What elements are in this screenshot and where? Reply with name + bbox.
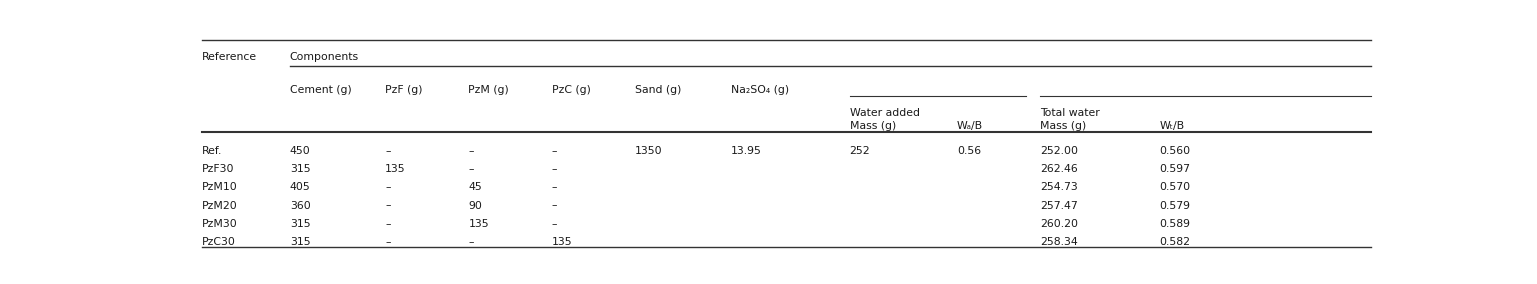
Text: 0.597: 0.597 [1159,164,1190,174]
Text: –: – [386,182,390,192]
Text: 315: 315 [290,237,310,247]
Text: 258.34: 258.34 [1041,237,1077,247]
Text: 0.56: 0.56 [958,146,981,156]
Text: 315: 315 [290,219,310,229]
Text: PzC30: PzC30 [201,237,235,247]
Text: 450: 450 [290,146,310,156]
Text: 0.560: 0.560 [1159,146,1191,156]
Text: 1350: 1350 [635,146,662,156]
Text: –: – [552,164,558,174]
Text: –: – [386,146,390,156]
Text: –: – [469,237,473,247]
Text: 0.582: 0.582 [1159,237,1190,247]
Text: 315: 315 [290,164,310,174]
Text: 360: 360 [290,201,310,210]
Text: –: – [469,146,473,156]
Text: –: – [386,237,390,247]
Text: 0.579: 0.579 [1159,201,1190,210]
Text: –: – [469,164,473,174]
Text: Wₐ/B: Wₐ/B [958,121,984,131]
Text: 135: 135 [552,237,572,247]
Text: 135: 135 [469,219,489,229]
Text: PzC (g): PzC (g) [552,85,590,95]
Text: PzM10: PzM10 [201,182,237,192]
Text: 252.00: 252.00 [1041,146,1079,156]
Text: –: – [552,219,558,229]
Text: Reference: Reference [201,52,257,62]
Text: Cement (g): Cement (g) [290,85,352,95]
Text: 0.589: 0.589 [1159,219,1190,229]
Text: Total water: Total water [1041,108,1100,118]
Text: –: – [552,201,558,210]
Text: Wₜ/B: Wₜ/B [1159,121,1185,131]
Text: Water added: Water added [850,108,919,118]
Text: PzM (g): PzM (g) [469,85,509,95]
Text: –: – [552,146,558,156]
Text: 405: 405 [290,182,310,192]
Text: 13.95: 13.95 [730,146,761,156]
Text: PzM30: PzM30 [201,219,237,229]
Text: 260.20: 260.20 [1041,219,1079,229]
Text: –: – [386,219,390,229]
Text: PzM20: PzM20 [201,201,237,210]
Text: Sand (g): Sand (g) [635,85,681,95]
Text: Components: Components [290,52,360,62]
Text: Na₂SO₄ (g): Na₂SO₄ (g) [730,85,788,95]
Text: 254.73: 254.73 [1041,182,1077,192]
Text: PzF30: PzF30 [201,164,234,174]
Text: Ref.: Ref. [201,146,221,156]
Text: 90: 90 [469,201,483,210]
Text: 0.570: 0.570 [1159,182,1191,192]
Text: Mass (g): Mass (g) [850,121,896,131]
Text: 262.46: 262.46 [1041,164,1077,174]
Text: –: – [552,182,558,192]
Text: 257.47: 257.47 [1041,201,1077,210]
Text: Mass (g): Mass (g) [1041,121,1087,131]
Text: –: – [386,201,390,210]
Text: 45: 45 [469,182,483,192]
Text: 135: 135 [386,164,406,174]
Text: PzF (g): PzF (g) [386,85,423,95]
Text: 252: 252 [850,146,870,156]
